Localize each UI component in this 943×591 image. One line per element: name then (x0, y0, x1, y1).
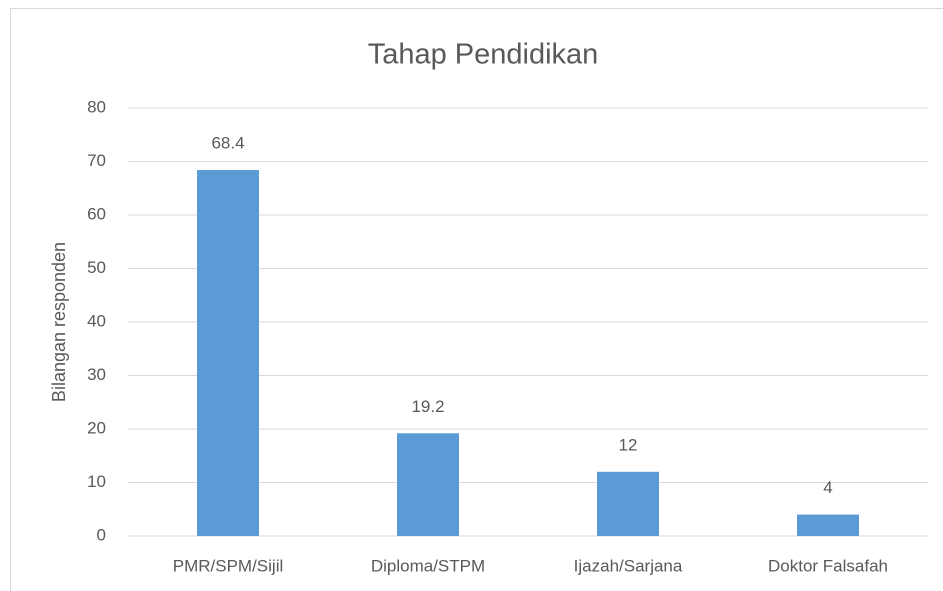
y-tick-label: 30 (87, 365, 106, 384)
x-tick-label: Diploma/STPM (371, 556, 485, 575)
x-tick-label: Ijazah/Sarjana (574, 556, 683, 575)
x-tick-label: Doktor Falsafah (768, 556, 888, 575)
bar (197, 170, 259, 536)
y-tick-label: 70 (87, 151, 106, 170)
y-tick-label: 40 (87, 311, 106, 330)
y-tick-label: 10 (87, 472, 106, 491)
y-tick-label: 0 (97, 525, 106, 544)
y-tick-label: 20 (87, 418, 106, 437)
bar (597, 471, 659, 536)
chart-title: Tahap Pendidikan (368, 39, 599, 71)
y-axis-label: Bilangan responden (49, 242, 69, 402)
bar (797, 514, 859, 536)
data-label: 4 (823, 478, 832, 497)
y-tick-label: 80 (87, 97, 106, 116)
bar (397, 433, 459, 536)
data-label: 12 (619, 435, 638, 454)
data-label: 19.2 (411, 397, 444, 416)
chart-border (10, 8, 943, 591)
x-tick-label: PMR/SPM/Sijil (173, 556, 284, 575)
y-tick-label: 60 (87, 204, 106, 223)
data-label: 68.4 (211, 134, 244, 153)
y-tick-label: 50 (87, 258, 106, 277)
